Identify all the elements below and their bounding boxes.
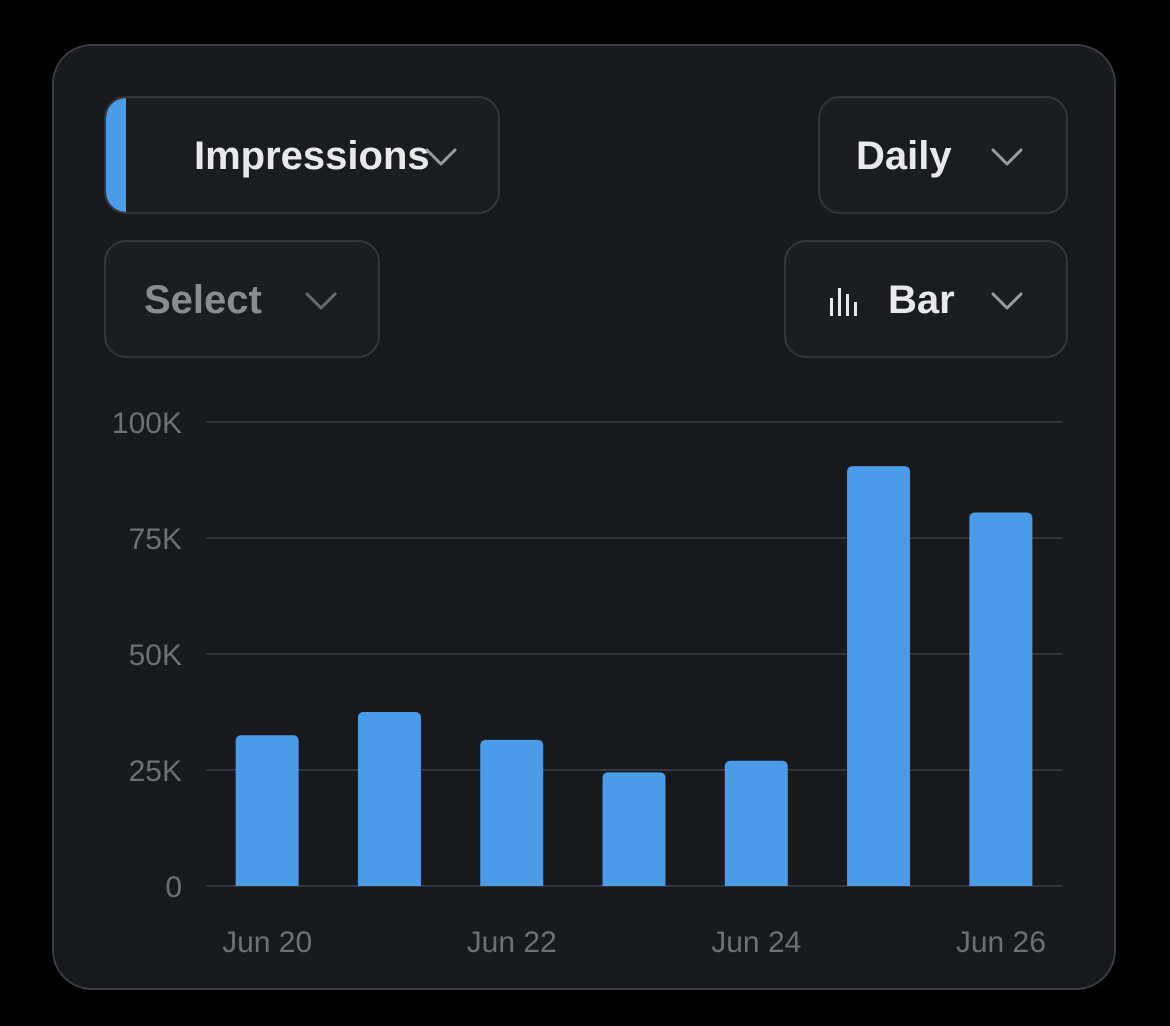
metric-dropdown-label: Impressions xyxy=(194,134,430,178)
series-color-swatch xyxy=(106,98,126,212)
y-tick-label: 100K xyxy=(112,407,182,440)
y-tick-label: 25K xyxy=(129,755,182,788)
y-tick-label: 75K xyxy=(129,523,182,556)
chevron-down-icon xyxy=(991,148,1023,166)
bar xyxy=(602,772,666,886)
bar xyxy=(969,512,1033,886)
chart-card: Impressions Daily Select Bar 0 25K 50K 75K 1… xyxy=(52,44,1116,990)
bar xyxy=(480,739,544,886)
chart-type-dropdown[interactable]: Bar xyxy=(784,240,1068,358)
chevron-down-icon xyxy=(305,292,337,310)
bar xyxy=(235,735,299,886)
x-tick-label: Jun 22 xyxy=(467,926,557,959)
bar xyxy=(357,712,421,886)
bar xyxy=(847,466,911,886)
chevron-down-icon xyxy=(425,148,457,166)
bar-chart-icon xyxy=(830,288,857,316)
chart-type-dropdown-label: Bar xyxy=(888,278,955,322)
metric-dropdown[interactable]: Impressions xyxy=(104,96,500,214)
interval-dropdown-label: Daily xyxy=(856,134,952,178)
x-tick-label: Jun 26 xyxy=(956,926,1046,959)
chevron-down-icon xyxy=(991,292,1023,310)
compare-dropdown[interactable]: Select xyxy=(104,240,380,358)
x-tick-label: Jun 20 xyxy=(222,926,312,959)
bar-chart: 0 25K 50K 75K 100K Jun 20 Jun 22 Jun 24 Jun 26 xyxy=(112,407,1062,959)
x-tick-label: Jun 24 xyxy=(711,926,801,959)
compare-dropdown-placeholder: Select xyxy=(144,278,262,322)
y-tick-label: 50K xyxy=(129,639,182,672)
bar xyxy=(724,760,788,886)
y-tick-label: 0 xyxy=(165,871,182,904)
interval-dropdown[interactable]: Daily xyxy=(818,96,1068,214)
